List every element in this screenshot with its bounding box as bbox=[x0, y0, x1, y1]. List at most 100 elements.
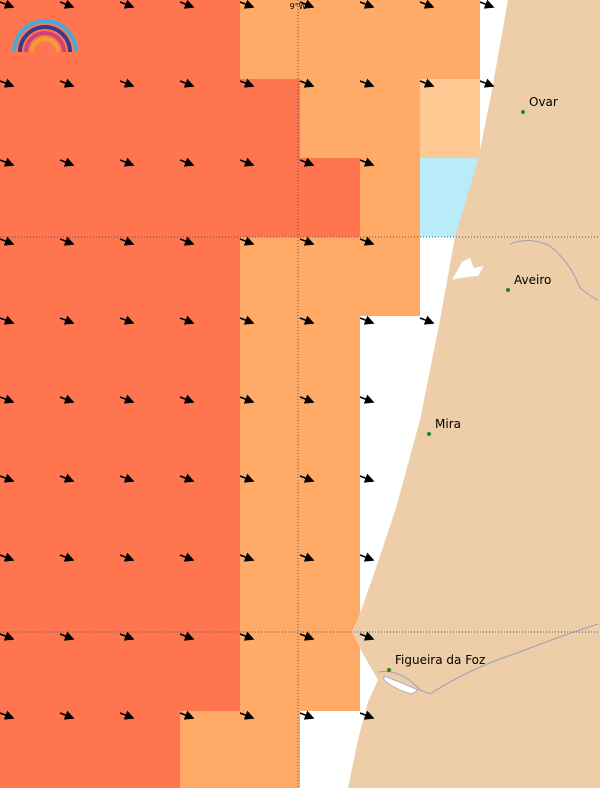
wave-cell bbox=[240, 474, 360, 553]
direction-arrow bbox=[419, 315, 435, 325]
direction-arrow bbox=[59, 631, 75, 641]
direction-arrow bbox=[0, 0, 15, 9]
direction-arrow bbox=[59, 394, 75, 404]
place-label: Aveiro bbox=[514, 273, 551, 287]
wave-cells bbox=[0, 0, 480, 788]
direction-arrow bbox=[59, 0, 75, 9]
direction-arrow bbox=[299, 631, 315, 641]
direction-arrow bbox=[59, 315, 75, 325]
direction-arrow bbox=[359, 631, 375, 641]
land bbox=[348, 0, 600, 788]
direction-arrow bbox=[179, 315, 195, 325]
direction-arrow bbox=[179, 78, 195, 88]
direction-arrow bbox=[119, 78, 135, 88]
direction-arrow bbox=[119, 631, 135, 641]
direction-arrow bbox=[239, 394, 255, 404]
wave-cell bbox=[0, 553, 240, 632]
wave-cell bbox=[240, 316, 360, 395]
direction-arrow bbox=[119, 473, 135, 483]
direction-arrow bbox=[179, 394, 195, 404]
place-label: Mira bbox=[435, 417, 461, 431]
direction-arrow bbox=[59, 78, 75, 88]
wave-cell bbox=[0, 632, 240, 711]
direction-arrow bbox=[179, 473, 195, 483]
direction-arrow bbox=[59, 236, 75, 246]
direction-arrow bbox=[359, 552, 375, 562]
direction-arrow bbox=[299, 710, 315, 720]
direction-arrow bbox=[419, 0, 435, 9]
place-dot bbox=[387, 668, 391, 672]
direction-arrow bbox=[59, 473, 75, 483]
direction-arrow bbox=[239, 552, 255, 562]
wave-cell bbox=[180, 711, 300, 788]
direction-arrow bbox=[359, 394, 375, 404]
place-dot bbox=[521, 110, 525, 114]
place-dot bbox=[427, 432, 431, 436]
river bbox=[509, 240, 599, 301]
direction-arrow bbox=[0, 473, 15, 483]
place-label: Ovar bbox=[529, 95, 558, 109]
estuary bbox=[383, 675, 419, 695]
direction-arrow bbox=[359, 78, 375, 88]
wave-cell bbox=[240, 632, 360, 711]
direction-arrow bbox=[479, 0, 495, 9]
direction-arrow bbox=[179, 631, 195, 641]
direction-arrow bbox=[299, 552, 315, 562]
direction-arrow bbox=[179, 0, 195, 9]
direction-arrow bbox=[179, 157, 195, 167]
direction-arrow bbox=[179, 710, 195, 720]
direction-arrow bbox=[359, 473, 375, 483]
direction-arrow bbox=[0, 552, 15, 562]
wave-cell bbox=[240, 0, 480, 79]
direction-arrow bbox=[239, 710, 255, 720]
direction-arrow bbox=[359, 236, 375, 246]
grid-label: 9°W bbox=[290, 2, 307, 11]
direction-arrow bbox=[119, 236, 135, 246]
direction-arrow bbox=[359, 0, 375, 9]
direction-arrow bbox=[119, 552, 135, 562]
direction-arrow bbox=[359, 157, 375, 167]
place-label: Figueira da Foz bbox=[395, 653, 485, 667]
wave-cell bbox=[0, 0, 240, 79]
direction-arrow bbox=[239, 315, 255, 325]
direction-arrow bbox=[119, 710, 135, 720]
wave-cell bbox=[360, 158, 420, 237]
direction-arrow bbox=[239, 473, 255, 483]
wave-cell bbox=[0, 474, 240, 553]
direction-arrow bbox=[119, 394, 135, 404]
direction-arrow bbox=[59, 157, 75, 167]
direction-arrow bbox=[0, 157, 15, 167]
direction-arrow bbox=[299, 0, 315, 9]
direction-arrow bbox=[179, 236, 195, 246]
direction-arrow bbox=[299, 78, 315, 88]
direction-arrow bbox=[299, 236, 315, 246]
direction-arrow bbox=[239, 157, 255, 167]
direction-arrow bbox=[0, 236, 15, 246]
direction-arrow bbox=[0, 315, 15, 325]
direction-arrow bbox=[239, 0, 255, 9]
direction-arrow bbox=[119, 315, 135, 325]
direction-arrow bbox=[59, 552, 75, 562]
direction-arrow bbox=[299, 473, 315, 483]
direction-arrow bbox=[239, 236, 255, 246]
direction-arrow bbox=[59, 710, 75, 720]
direction-arrow bbox=[359, 710, 375, 720]
wave-cell bbox=[0, 79, 300, 158]
direction-arrow bbox=[0, 78, 15, 88]
direction-arrow bbox=[0, 394, 15, 404]
wave-cell bbox=[0, 237, 240, 316]
direction-arrow bbox=[299, 394, 315, 404]
direction-arrow bbox=[299, 157, 315, 167]
direction-arrow bbox=[479, 78, 495, 88]
direction-arrows bbox=[0, 0, 495, 720]
wave-cell bbox=[240, 553, 360, 632]
place-dot bbox=[506, 288, 510, 292]
direction-arrow bbox=[179, 552, 195, 562]
wave-cell bbox=[0, 316, 240, 395]
direction-arrow bbox=[119, 157, 135, 167]
logo bbox=[12, 19, 78, 53]
wave-cell bbox=[240, 395, 360, 474]
direction-arrow bbox=[299, 315, 315, 325]
direction-arrow bbox=[0, 710, 15, 720]
